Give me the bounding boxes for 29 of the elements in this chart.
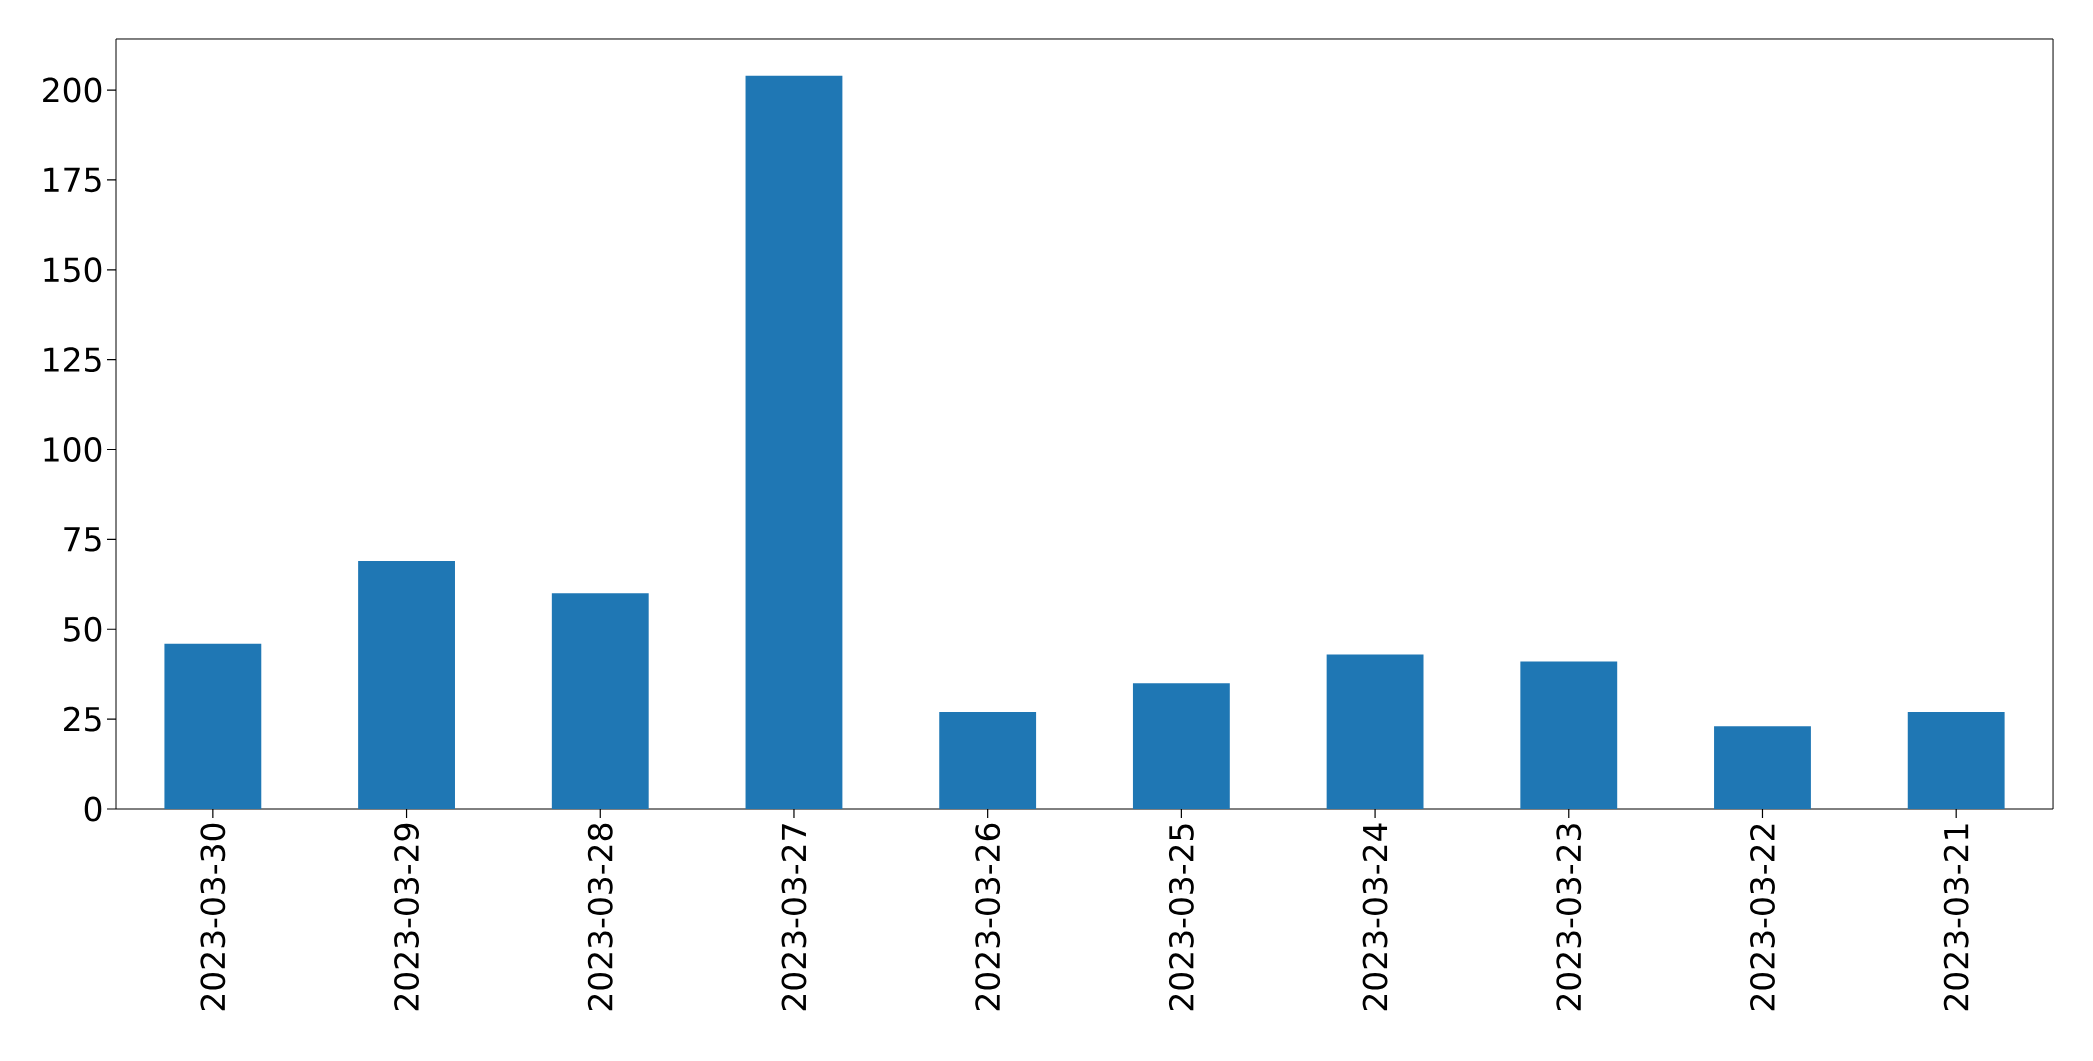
- bar: [551, 593, 649, 809]
- x-tick-label: 2023-03-30: [200, 823, 226, 1011]
- x-tick-label: 2023-03-24: [1362, 823, 1388, 1011]
- y-tick-label: 200: [43, 77, 102, 103]
- bar: [358, 560, 455, 809]
- x-tick-label: 2023-03-25: [1168, 824, 1194, 1011]
- bar: [1132, 683, 1230, 809]
- x-tick-label: 2023-03-27: [781, 824, 807, 1011]
- y-tick-label: 25: [64, 706, 101, 732]
- y-tick-label: 75: [64, 527, 101, 552]
- x-tick-label: 2023-03-21: [1943, 824, 1969, 1011]
- x-tick-label: 2023-03-23: [1556, 824, 1582, 1011]
- bar: [1907, 711, 2005, 809]
- bar: [1714, 726, 1811, 809]
- y-tick-label: 0: [84, 796, 102, 822]
- bar: [164, 643, 262, 809]
- x-tick-label: 2023-03-29: [394, 823, 419, 1011]
- y-tick-label: 50: [64, 616, 102, 642]
- y-tick-label: 175: [44, 167, 101, 193]
- x-tick-label: 2023-03-28: [587, 823, 613, 1011]
- x-tick-label: 2023-03-26: [975, 823, 1001, 1011]
- bar: [1326, 654, 1424, 809]
- x-tick-label: 2023-03-22: [1750, 824, 1775, 1011]
- y-tick-label: 150: [44, 257, 102, 283]
- y-tick-label: 125: [44, 347, 101, 373]
- bar: [939, 711, 1037, 809]
- y-tick-label: 100: [44, 437, 102, 462]
- bar: [745, 75, 843, 809]
- bar: [1520, 661, 1618, 809]
